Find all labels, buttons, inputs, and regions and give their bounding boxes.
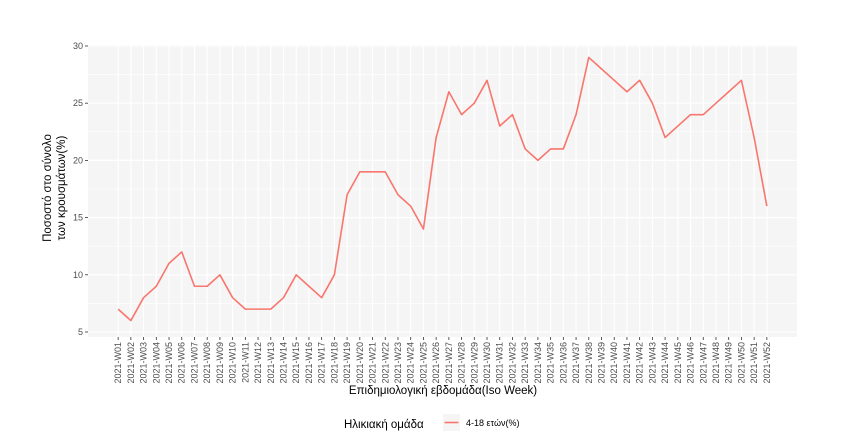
series-line: [117, 56, 768, 322]
x-tick-label: 2021-W04: [151, 342, 161, 384]
y-tick-label: 10: [73, 270, 83, 280]
y-tick-label: 30: [73, 41, 83, 51]
x-tick-label: 2021-W25: [418, 342, 428, 384]
y-tick-label: 25: [73, 98, 83, 108]
legend-label: 4-18 ετών(%): [466, 418, 519, 428]
x-tick-label: 2021-W50: [736, 342, 746, 384]
x-tick-label: 2021-W22: [380, 342, 390, 384]
x-tick-label: 2021-W37: [571, 342, 581, 384]
x-tick-label: 2021-W52: [762, 342, 772, 384]
y-axis: 5 10 15 20 25 30: [73, 41, 88, 337]
x-tick-label: 2021-W24: [406, 342, 416, 384]
y-tick-label: 15: [73, 213, 83, 223]
x-tick-label: 2021-W48: [711, 342, 721, 384]
x-tick-label: 2021-W30: [482, 342, 492, 384]
x-tick-label: 2021-W01: [113, 342, 123, 384]
x-tick-label: 2021-W35: [546, 342, 556, 384]
legend-title: Ηλικιακή ομάδα: [344, 419, 424, 431]
y-axis-title: Ποσοστό στο σύνολο των κρουσμάτων(%): [42, 134, 68, 242]
minor-gridlines: [88, 74, 797, 304]
x-tick-label: 2021-W21: [368, 342, 378, 384]
x-tick-label: 2021-W08: [202, 342, 212, 384]
x-tick-label: 2021-W02: [126, 342, 136, 384]
series-layer: [117, 56, 768, 322]
x-axis: 2021-W01 2021-W02 2021-W03 2021-W04 2021-W05…: [113, 337, 772, 384]
x-axis-title: Επιδημιολογική εβδομάδα(Iso Week): [349, 385, 537, 397]
x-tick-label: 2021-W16: [304, 342, 314, 384]
x-tick-label: 2021-W07: [189, 342, 199, 384]
x-tick-label: 2021-W39: [597, 342, 607, 384]
x-tick-label: 2021-W46: [686, 342, 696, 384]
x-tick-label: 2021-W40: [609, 342, 619, 384]
x-tick-label: 2021-W14: [279, 342, 289, 384]
x-tick-label: 2021-W11: [240, 342, 250, 383]
x-tick-label: 2021-W34: [533, 342, 543, 384]
x-tick-label: 2021-W31: [495, 342, 505, 384]
x-tick-label: 2021-W12: [253, 342, 263, 384]
x-tick-label: 2021-W38: [584, 342, 594, 384]
x-tick-label: 2021-W17: [317, 342, 327, 384]
x-tick-label: 2021-W47: [698, 342, 708, 384]
x-tick-label: 2021-W06: [177, 342, 187, 384]
x-tick-label: 2021-W18: [329, 342, 339, 384]
x-tick-label: 2021-W19: [342, 342, 352, 384]
y-axis-title-line-2: των κρουσμάτων(%): [56, 136, 68, 241]
x-tick-label: 2021-W10: [228, 342, 238, 384]
x-tick-label: 2021-W33: [520, 342, 530, 384]
plot-panel: [88, 45, 797, 337]
x-tick-label: 2021-W42: [635, 342, 645, 384]
legend: Ηλικιακή ομάδα 4-18 ετών(%): [344, 414, 519, 431]
x-tick-label: 2021-W28: [457, 342, 467, 384]
y-tick-label: 20: [73, 155, 83, 165]
x-tick-label: 2021-W49: [724, 342, 734, 384]
x-tick-label: 2021-W32: [507, 342, 517, 384]
x-tick-label: 2021-W29: [469, 342, 479, 384]
x-tick-label: 2021-W43: [647, 342, 657, 384]
x-tick-label: 2021-W09: [215, 342, 225, 384]
x-tick-label: 2021-W41: [622, 342, 632, 384]
major-gridlines: [88, 45, 797, 337]
x-tick-label: 2021-W23: [393, 342, 403, 384]
x-tick-label: 2021-W51: [749, 342, 759, 384]
x-tick-label: 2021-W15: [291, 342, 301, 384]
x-tick-label: 2021-W20: [355, 342, 365, 384]
x-tick-label: 2021-W27: [444, 342, 454, 384]
y-axis-title-line-1: Ποσοστό στο σύνολο: [42, 134, 54, 242]
x-tick-label: 2021-W26: [431, 342, 441, 384]
x-tick-label: 2021-W05: [164, 342, 174, 384]
x-tick-label: 2021-W36: [558, 342, 568, 384]
x-tick-label: 2021-W13: [266, 342, 276, 384]
x-tick-label: 2021-W45: [673, 342, 683, 384]
y-tick-label: 5: [78, 327, 83, 337]
x-tick-label: 2021-W44: [660, 342, 670, 384]
x-tick-label: 2021-W03: [139, 342, 149, 384]
